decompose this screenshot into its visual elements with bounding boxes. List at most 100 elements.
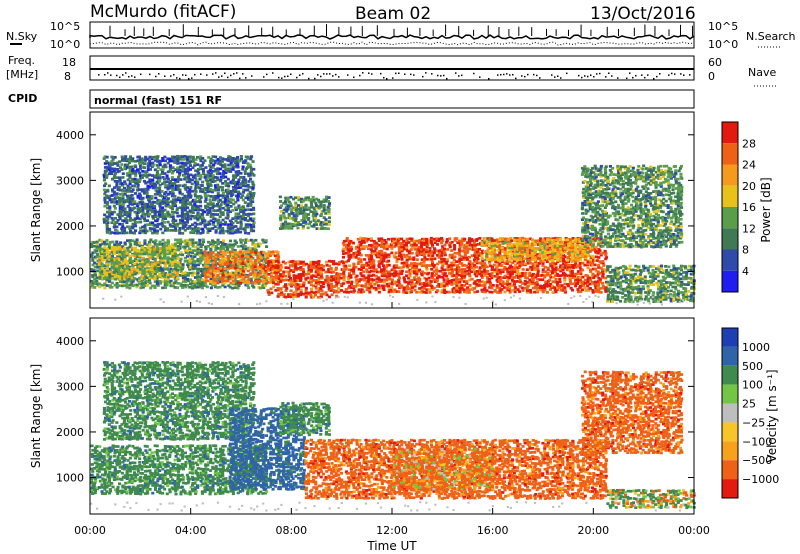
heatmap-cell	[156, 192, 160, 196]
heatmap-cell	[393, 245, 397, 248]
nave-dot	[323, 73, 325, 75]
heatmap-cell	[350, 268, 354, 272]
heatmap-cell	[211, 176, 215, 180]
heatmap-cell	[179, 221, 183, 225]
heatmap-cell	[296, 292, 300, 296]
heatmap-cell	[317, 260, 321, 263]
heatmap-cell	[201, 188, 205, 191]
heatmap-cell	[168, 246, 172, 250]
heatmap-cell	[251, 284, 255, 288]
heatmap-cell	[307, 291, 311, 295]
heatmap-cell	[249, 227, 253, 231]
heatmap-cell	[169, 261, 173, 264]
heatmap-cell	[394, 266, 398, 269]
heatmap-cell	[352, 262, 356, 266]
heatmap-cell	[445, 274, 449, 278]
heatmap-cell	[160, 276, 164, 279]
nave-dot	[689, 74, 691, 76]
heatmap-cell	[214, 168, 218, 171]
heatmap-cell	[183, 174, 187, 177]
heatmap-cell	[219, 241, 223, 244]
heatmap-cell	[513, 276, 517, 279]
heatmap-cell	[232, 279, 236, 282]
heatmap-cell	[312, 262, 316, 266]
heatmap-cell	[206, 170, 210, 173]
heatmap-cell	[118, 160, 122, 163]
heatmap-cell	[132, 206, 136, 210]
heatmap-cell	[133, 240, 137, 244]
heatmap-cell	[294, 219, 298, 222]
heatmap-cell	[363, 263, 367, 267]
heatmap-cell	[194, 259, 198, 263]
heatmap-cell	[169, 164, 173, 167]
heatmap-cell	[249, 258, 253, 262]
heatmap-cell	[91, 257, 95, 260]
heatmap-cell	[221, 258, 225, 262]
heatmap-cell	[284, 278, 288, 282]
nave-dot	[206, 74, 208, 76]
heatmap-cell	[337, 279, 341, 282]
heatmap-cell	[148, 221, 152, 225]
heatmap-cell	[96, 265, 100, 269]
heatmap-cell	[415, 290, 419, 294]
heatmap-cell	[359, 290, 363, 294]
heatmap-cell	[427, 288, 431, 291]
heatmap-cell	[287, 214, 291, 218]
heatmap-cell	[362, 247, 366, 250]
heatmap-cell	[173, 224, 177, 228]
heatmap-cell	[208, 227, 212, 231]
heatmap-cell	[231, 163, 235, 167]
heatmap-cell	[231, 275, 235, 279]
heatmap-cell	[130, 203, 134, 206]
heatmap-cell	[174, 219, 178, 223]
heatmap-cell	[336, 281, 340, 284]
heatmap-cell	[441, 264, 445, 268]
heatmap-cell	[287, 295, 291, 298]
heatmap-cell	[239, 182, 243, 185]
heatmap-cell	[402, 261, 406, 265]
heatmap-cell	[110, 194, 114, 197]
heatmap-cell	[237, 212, 241, 216]
heatmap-cell	[226, 225, 230, 229]
heatmap-cell	[241, 247, 245, 251]
heatmap-cell	[395, 264, 399, 267]
heatmap-cell	[378, 280, 382, 283]
heatmap-cell	[181, 274, 185, 277]
heatmap-cell	[304, 286, 308, 290]
heatmap-cell	[155, 190, 159, 193]
nave-dot	[554, 76, 556, 78]
heatmap-cell	[393, 280, 397, 284]
heatmap-cell	[266, 254, 270, 258]
heatmap-cell	[182, 278, 186, 281]
heatmap-cell	[136, 186, 140, 189]
heatmap-cell	[141, 256, 145, 260]
heatmap-cell	[234, 215, 238, 218]
heatmap-cell	[225, 195, 229, 198]
heatmap-cell	[98, 285, 102, 289]
heatmap-cell	[196, 263, 200, 267]
heatmap-cell	[321, 285, 325, 289]
heatmap-cell	[223, 223, 227, 226]
heatmap-cell	[135, 182, 139, 185]
heatmap-cell	[302, 221, 306, 224]
heatmap-cell	[128, 219, 132, 222]
heatmap-cell	[194, 241, 198, 245]
heatmap-cell	[309, 199, 313, 203]
heatmap-cell	[348, 284, 352, 288]
heatmap-cell	[120, 168, 124, 171]
heatmap-cell	[201, 263, 205, 267]
heatmap-cell	[241, 194, 245, 197]
heatmap-cell	[168, 270, 172, 274]
heatmap-cell	[189, 240, 193, 244]
heatmap-cell	[135, 215, 139, 218]
heatmap-cell	[251, 271, 255, 274]
heatmap-cell	[133, 217, 137, 220]
heatmap-cell	[213, 159, 217, 163]
heatmap-cell	[143, 227, 147, 231]
heatmap-cell	[199, 188, 203, 191]
heatmap-cell	[249, 217, 253, 220]
heatmap-cell	[427, 271, 431, 275]
heatmap-cell	[231, 261, 235, 265]
heatmap-cell	[247, 253, 251, 256]
heatmap-cell	[201, 213, 205, 216]
